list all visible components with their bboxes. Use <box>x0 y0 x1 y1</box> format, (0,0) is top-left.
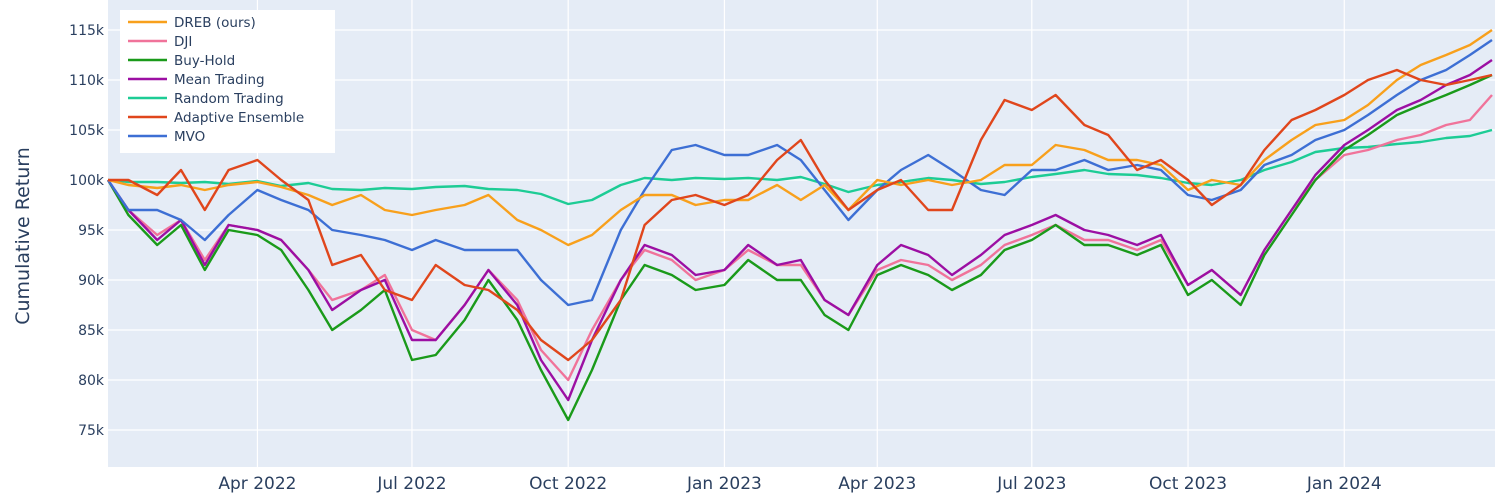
x-tick-label: Jan 2024 <box>1306 474 1382 494</box>
y-tick-label: 100k <box>69 173 105 189</box>
y-tick-label: 75k <box>78 423 105 439</box>
plot-background <box>108 0 1495 467</box>
x-axis-ticks: Apr 2022 Jul 2022 Oct 2022 Jan 2023 Apr 2023… <box>218 474 1381 494</box>
series-lines <box>106 29 1493 422</box>
y-axis-title: Cumulative Return <box>12 147 34 325</box>
series-line-buy-hold <box>106 73 1493 422</box>
series-line-dreb-ours <box>107 29 1493 247</box>
gridlines <box>108 0 1495 467</box>
y-tick-label: 90k <box>78 273 105 289</box>
x-tick-label: Jan 2023 <box>686 474 762 494</box>
legend-label: Buy-Hold <box>174 53 235 69</box>
legend-box <box>120 10 335 153</box>
y-tick-label: 85k <box>78 323 105 339</box>
series-line-mvo <box>107 39 1493 307</box>
x-tick-label: Oct 2023 <box>1149 474 1227 494</box>
y-tick-label: 80k <box>78 373 105 389</box>
x-tick-label: Apr 2022 <box>218 474 296 494</box>
legend-label: Mean Trading <box>174 72 265 88</box>
y-tick-label: 115k <box>69 23 105 39</box>
y-tick-label: 110k <box>69 73 105 89</box>
x-tick-label: Oct 2022 <box>529 474 607 494</box>
legend-label: MVO <box>174 129 205 145</box>
x-tick-label: Apr 2023 <box>838 474 916 494</box>
legend: DREB (ours) DJI Buy-Hold Mean Trading Random… <box>120 10 335 153</box>
legend-label: DJI <box>174 34 192 50</box>
x-tick-label: Jul 2023 <box>996 474 1066 494</box>
legend-label: Adaptive Ensemble <box>174 110 304 126</box>
x-tick-label: Jul 2022 <box>376 474 446 494</box>
y-axis-ticks: 75k 80k 85k 90k 95k 100k 105k 110k 115k <box>69 23 105 439</box>
series-line-random-trading <box>107 128 1493 206</box>
y-tick-label: 105k <box>69 123 105 139</box>
series-line-mean-trading <box>107 59 1493 402</box>
legend-label: DREB (ours) <box>174 15 256 31</box>
series-line-adaptive-ensemble <box>108 68 1493 362</box>
legend-label: Random Trading <box>174 91 284 107</box>
y-tick-label: 95k <box>78 223 105 239</box>
